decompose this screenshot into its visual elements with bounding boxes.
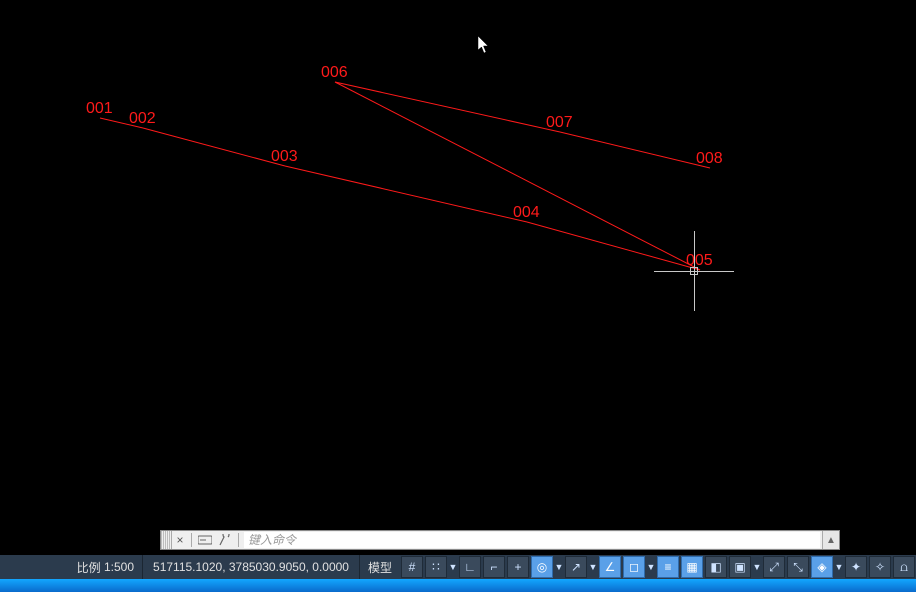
otrack-icon[interactable]: ↗ xyxy=(565,556,587,578)
command-bar: × ▲ xyxy=(160,530,840,550)
polyline-segment[interactable] xyxy=(335,82,560,132)
drawing-canvas[interactable]: 001 002 003 004 005 006 007 008 xyxy=(0,0,916,592)
point-label[interactable]: 008 xyxy=(696,150,723,168)
polyline-segment[interactable] xyxy=(285,166,527,222)
list-icon[interactable]: ≡ xyxy=(657,556,679,578)
selection-icon[interactable]: ◻ xyxy=(623,556,645,578)
command-bar-grip[interactable] xyxy=(161,531,172,549)
point-label[interactable]: 007 xyxy=(546,114,573,132)
point-label[interactable]: 004 xyxy=(513,204,540,222)
polyline-segment[interactable] xyxy=(527,222,700,270)
command-history-icon[interactable] xyxy=(196,532,214,548)
grid-major-icon[interactable]: # xyxy=(401,556,423,578)
person-icon[interactable]: ⩍ xyxy=(893,556,915,578)
polyline-segment[interactable] xyxy=(143,128,285,166)
polar-icon[interactable]: ⌐ xyxy=(483,556,505,578)
point-label[interactable]: 006 xyxy=(321,64,348,82)
command-bar-close-icon[interactable]: × xyxy=(172,531,188,549)
walk-icon[interactable]: ✦ xyxy=(845,556,867,578)
snap-icon[interactable]: + xyxy=(507,556,529,578)
cycling-icon[interactable]: ◧ xyxy=(705,556,727,578)
isoplane-icon-dropdown[interactable]: ▼ xyxy=(834,562,844,572)
coordinates-readout[interactable]: 517115.1020, 3785030.9050, 0.0000 xyxy=(142,555,360,579)
status-bar: 比例 1:500 517115.1020, 3785030.9050, 0.00… xyxy=(0,555,916,579)
isoplane-icon[interactable]: ◈ xyxy=(811,556,833,578)
scale-value: 1:500 xyxy=(104,560,134,574)
polyline-segment[interactable] xyxy=(335,82,700,270)
osnap-icon[interactable]: ◎ xyxy=(531,556,553,578)
bottom-highlight-strip xyxy=(0,579,916,592)
scale-indicator[interactable]: 比例 1:500 xyxy=(69,555,142,579)
point-label[interactable]: 002 xyxy=(129,110,156,128)
ortho-icon[interactable]: ∟ xyxy=(459,556,481,578)
osnap-icon-dropdown[interactable]: ▼ xyxy=(554,562,564,572)
polyline-segment[interactable] xyxy=(560,132,710,168)
dynamic-icon[interactable]: ▣ xyxy=(729,556,751,578)
point-label[interactable]: 003 xyxy=(271,148,298,166)
point-label[interactable]: 005 xyxy=(686,252,713,270)
otrack-icon-dropdown[interactable]: ▼ xyxy=(588,562,598,572)
nav-icon[interactable]: ✧ xyxy=(869,556,891,578)
command-input[interactable] xyxy=(244,532,820,548)
mouse-pointer xyxy=(478,36,490,54)
dynamic-icon-dropdown[interactable]: ▼ xyxy=(752,562,762,572)
transparency-icon[interactable]: ▦ xyxy=(681,556,703,578)
grid-minor-icon[interactable]: ∷ xyxy=(425,556,447,578)
lineweight-icon[interactable]: ∠ xyxy=(599,556,621,578)
selection-icon-dropdown[interactable]: ▼ xyxy=(646,562,656,572)
command-scroll-up-icon[interactable]: ▲ xyxy=(822,531,839,549)
grid-minor-icon-dropdown[interactable]: ▼ xyxy=(448,562,458,572)
drawing-lines xyxy=(0,0,916,592)
point-label[interactable]: 001 xyxy=(86,100,113,118)
scale-label: 比例 xyxy=(77,559,101,576)
annoscale-icon[interactable]: ⤢ xyxy=(763,556,785,578)
command-settings-icon[interactable] xyxy=(216,532,234,548)
annovis-icon[interactable]: ⤡ xyxy=(787,556,809,578)
model-space-button[interactable]: 模型 xyxy=(360,555,400,579)
